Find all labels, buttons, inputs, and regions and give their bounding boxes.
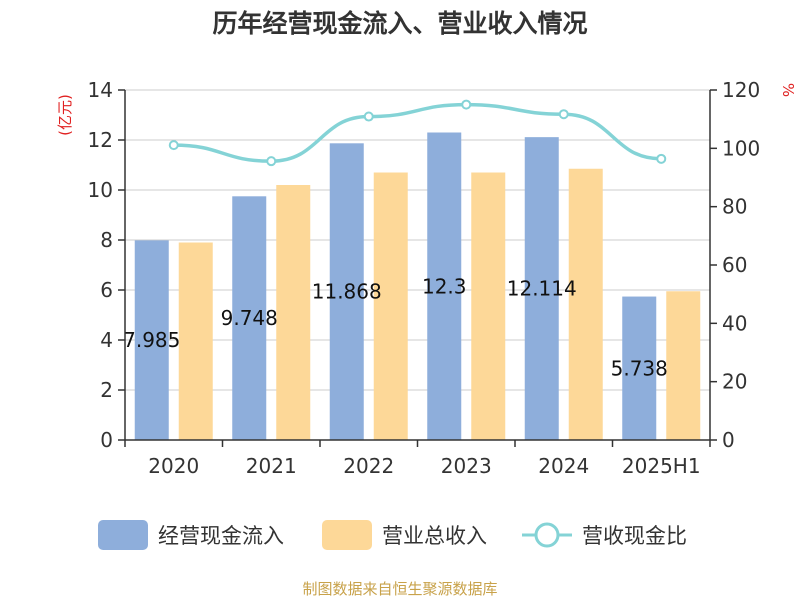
- bar-cash-inflow: [232, 196, 267, 440]
- y-left-tick-label: 8: [100, 228, 113, 252]
- bar-value-label: 11.868: [312, 280, 382, 304]
- axes: 0 2 4 6 8 10 12 14 0 20 40 60 80 100 120 2020 2021 2022 20…: [56, 78, 797, 478]
- bar-revenue: [276, 185, 311, 440]
- y-left-tick-label: 0: [100, 428, 113, 452]
- y-left-tick-label: 12: [88, 128, 113, 152]
- ratio-point: [461, 99, 472, 110]
- legend: 经营现金流入 营业总收入 营收现金比: [98, 520, 687, 550]
- bar-value-label: 5.738: [611, 356, 668, 380]
- legend-swatch: [322, 520, 372, 550]
- y-right-tick-label: 0: [722, 428, 735, 452]
- bar-cash-inflow: [427, 132, 462, 440]
- bar-cash-inflow: [329, 143, 364, 441]
- y-left-tick-label: 10: [88, 178, 113, 202]
- bar-revenue: [471, 172, 506, 440]
- legend-marker: [534, 522, 560, 548]
- legend-item-cash-inflow: 经营现金流入: [98, 520, 284, 550]
- ratio-line: [168, 99, 667, 167]
- bar-revenue: [178, 242, 213, 440]
- y-right-tick-label: 60: [722, 253, 747, 277]
- gridlines: [125, 89, 710, 391]
- legend-item-ratio: 营收现金比: [522, 522, 687, 548]
- ratio-point: [363, 111, 374, 122]
- x-tick-label: 2021: [246, 454, 297, 478]
- x-tick-label: 2025H1: [622, 454, 701, 478]
- bar-value-label: 9.748: [221, 306, 278, 330]
- y-right-tick-label: 80: [722, 195, 747, 219]
- bar-value-labels: 7.985 9.748 11.868 12.3 12.114 5.738: [123, 274, 668, 380]
- legend-label: 营业总收入: [382, 524, 487, 548]
- bar-revenue: [373, 172, 408, 440]
- y-right-tick-label: 100: [722, 136, 760, 160]
- chart-title: 历年经营现金流入、营业收入情况: [212, 9, 588, 38]
- ratio-line-path: [173, 102, 662, 163]
- y-right-tick-label: 120: [722, 78, 760, 102]
- x-tick-label: 2020: [148, 454, 199, 478]
- y-right-tick-label: 20: [722, 370, 747, 394]
- bar-cash-inflow: [524, 137, 559, 440]
- ratio-point: [656, 153, 667, 164]
- bar-cash-inflow: [134, 240, 169, 440]
- x-tick-label: 2022: [343, 454, 394, 478]
- legend-item-revenue: 营业总收入: [322, 520, 487, 550]
- ratio-point: [558, 109, 569, 120]
- bar-value-label: 12.3: [422, 274, 467, 298]
- y-right-axis-label: %: [779, 83, 797, 97]
- bar-revenue: [568, 168, 603, 440]
- y-left-axis-label: (亿元): [56, 94, 74, 136]
- bar-value-label: 7.985: [123, 328, 180, 352]
- x-tick-label: 2024: [538, 454, 589, 478]
- bar-cash-inflow: [622, 296, 657, 440]
- legend-swatch: [98, 520, 148, 550]
- legend-label: 营收现金比: [582, 524, 687, 548]
- y-left-tick-label: 6: [100, 278, 113, 302]
- ratio-point: [168, 140, 179, 151]
- legend-label: 经营现金流入: [158, 524, 284, 548]
- y-left-tick-label: 2: [100, 378, 113, 402]
- data-source-note: 制图数据来自恒生聚源数据库: [302, 580, 498, 598]
- y-left-tick-label: 14: [88, 78, 113, 102]
- bar-revenue: [666, 291, 701, 440]
- ratio-point: [266, 156, 277, 167]
- bar-value-label: 12.114: [507, 277, 577, 301]
- x-tick-label: 2023: [441, 454, 492, 478]
- bars: [134, 132, 701, 441]
- y-right-tick-label: 40: [722, 311, 747, 335]
- y-left-tick-label: 4: [100, 328, 113, 352]
